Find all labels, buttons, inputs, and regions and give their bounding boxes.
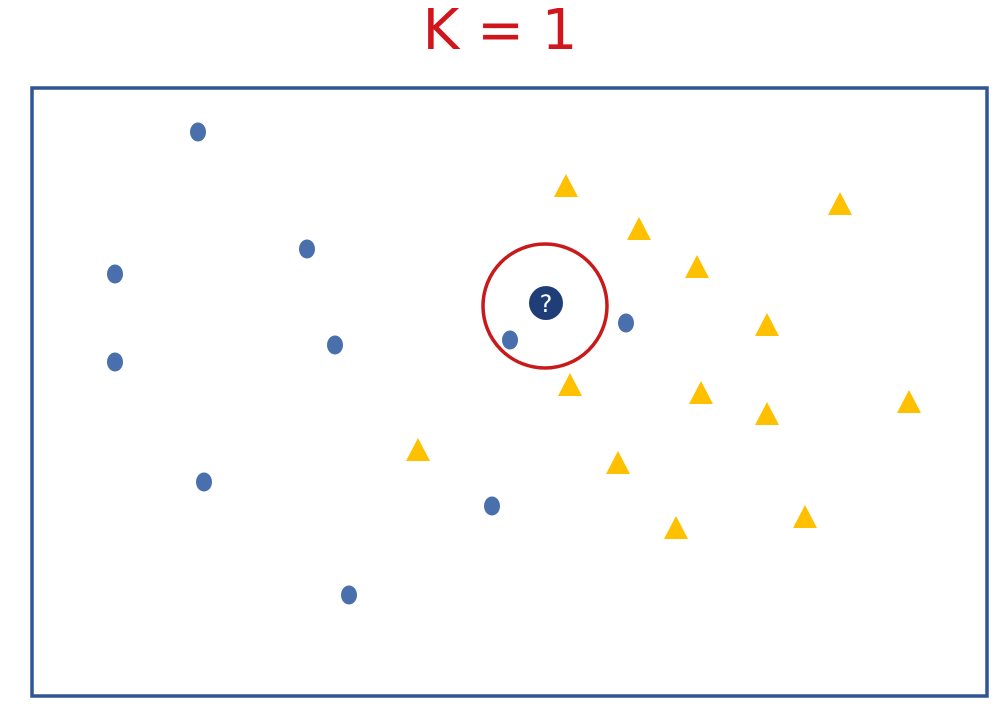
class-a-point-nearest-neighbor xyxy=(502,330,518,350)
class-b-point xyxy=(558,373,582,396)
query-point: ? xyxy=(529,286,563,320)
class-a-point xyxy=(196,472,212,492)
diagram-title: K = 1 xyxy=(422,0,578,63)
class-a-point xyxy=(299,239,315,259)
class-b-point xyxy=(897,390,921,413)
class-b-point xyxy=(664,516,688,539)
plot-frame xyxy=(30,86,989,698)
class-a-points xyxy=(107,122,634,605)
question-mark-icon: ? xyxy=(540,290,553,318)
class-a-point xyxy=(107,352,123,372)
class-a-point xyxy=(341,585,357,605)
query-point-dot xyxy=(529,286,563,320)
class-a-point xyxy=(327,335,343,355)
class-b-point xyxy=(606,451,630,474)
class-a-point xyxy=(618,313,634,333)
class-b-point xyxy=(755,402,779,425)
class-b-point xyxy=(793,505,817,528)
class-b-point xyxy=(828,192,852,215)
class-b-point xyxy=(406,438,430,461)
class-a-point xyxy=(484,496,500,516)
nearest-neighbor-circle xyxy=(481,242,609,370)
class-a-point xyxy=(190,122,206,142)
class-a-point xyxy=(107,264,123,284)
class-b-point xyxy=(689,381,713,404)
class-b-point xyxy=(685,255,709,278)
class-b-point xyxy=(755,313,779,336)
class-b-points xyxy=(406,174,921,539)
class-b-point xyxy=(627,217,651,240)
class-b-point xyxy=(554,174,578,197)
